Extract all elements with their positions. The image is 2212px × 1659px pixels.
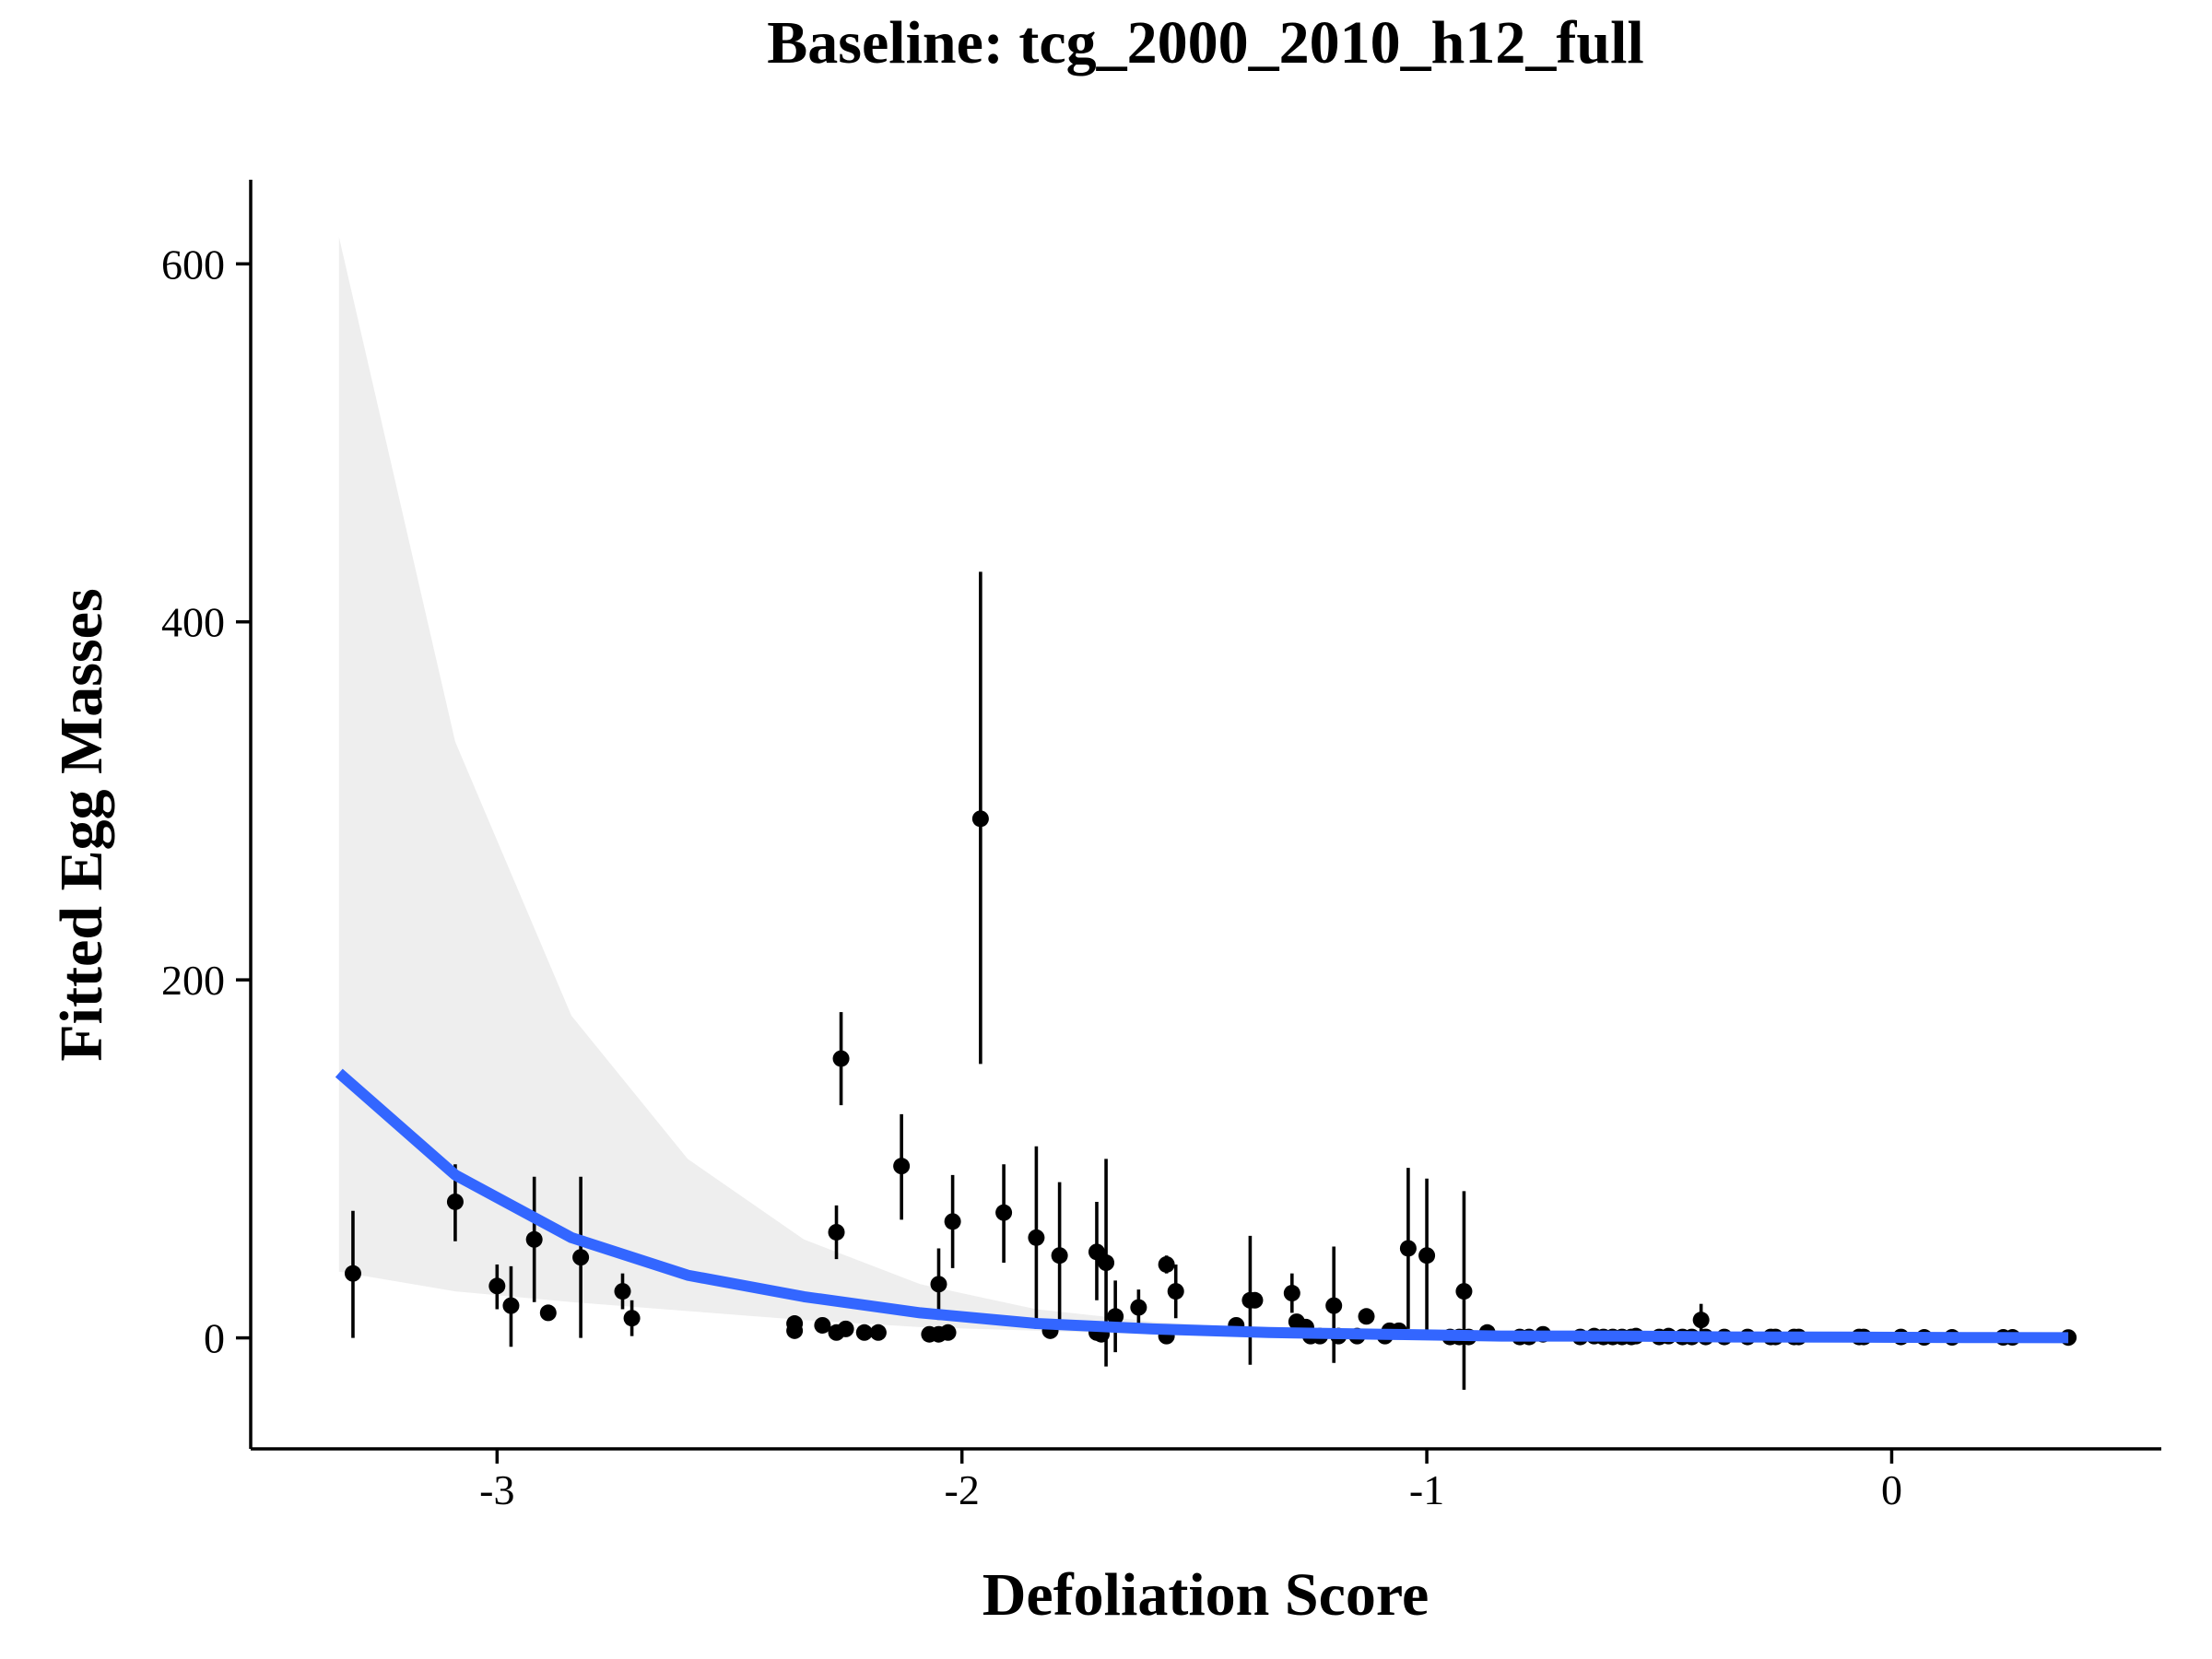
y-tick-label-2: 400 — [161, 599, 225, 646]
data-point-49 — [1358, 1308, 1375, 1325]
data-point-53 — [1399, 1240, 1417, 1257]
data-point-16 — [855, 1324, 873, 1341]
x-tick-label-1: -2 — [945, 1466, 980, 1513]
data-point-46 — [1325, 1297, 1343, 1314]
x-axis-label: Defoliation Score — [982, 1561, 1430, 1629]
data-point-57 — [1455, 1283, 1473, 1300]
data-point-32 — [1098, 1254, 1115, 1272]
y-tick-label-3: 600 — [161, 241, 225, 288]
data-point-37 — [1167, 1283, 1184, 1300]
data-point-0 — [344, 1265, 361, 1282]
data-point-28 — [1051, 1247, 1068, 1265]
x-tick-label-2: -1 — [1409, 1466, 1444, 1513]
data-point-29 — [1088, 1243, 1105, 1261]
data-point-24 — [971, 810, 989, 828]
data-point-40 — [1246, 1291, 1264, 1309]
chart-title: Baseline: tcg_2000_2010_h12_full — [767, 9, 1644, 76]
data-point-20 — [930, 1276, 947, 1293]
data-point-11 — [814, 1316, 831, 1334]
data-point-6 — [572, 1249, 590, 1266]
data-point-33 — [1107, 1308, 1124, 1325]
data-point-2 — [488, 1277, 506, 1295]
data-point-17 — [869, 1324, 887, 1341]
data-point-22 — [939, 1324, 957, 1341]
data-point-35 — [1158, 1255, 1175, 1273]
data-point-12 — [828, 1223, 845, 1241]
data-point-1 — [446, 1193, 464, 1210]
data-point-25 — [995, 1204, 1013, 1221]
data-point-74 — [1692, 1312, 1710, 1329]
data-point-14 — [832, 1050, 850, 1067]
data-point-26 — [1028, 1229, 1045, 1246]
data-point-8 — [623, 1310, 641, 1327]
x-tick-label-3: 0 — [1881, 1466, 1902, 1513]
data-point-54 — [1418, 1247, 1436, 1265]
data-point-7 — [614, 1283, 631, 1300]
fit-line — [335, 1068, 2069, 1344]
plot-area: -3 -2 -1 0 0 200 400 600 — [161, 180, 2161, 1513]
y-axis-label: Fitted Egg Masses — [48, 588, 115, 1061]
data-point-5 — [539, 1304, 557, 1322]
data-point-23 — [944, 1213, 961, 1230]
data-point-15 — [837, 1320, 854, 1337]
data-point-4 — [525, 1230, 543, 1248]
data-point-3 — [502, 1297, 520, 1314]
data-point-18 — [893, 1158, 911, 1175]
confidence-ribbon — [338, 237, 2069, 1338]
x-tick-label-0: -3 — [479, 1466, 514, 1513]
data-point-34 — [1130, 1299, 1147, 1316]
y-tick-label-0: 0 — [204, 1315, 225, 1362]
data-point-10 — [786, 1322, 804, 1339]
data-point-41 — [1283, 1285, 1300, 1302]
y-tick-label-1: 200 — [161, 957, 225, 1004]
